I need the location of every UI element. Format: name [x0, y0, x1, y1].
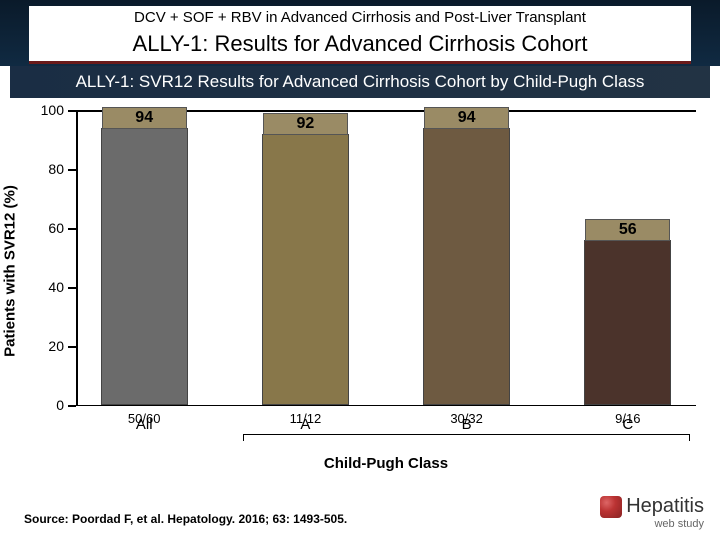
y-axis-label: Patients with SVR12 (%) — [2, 185, 19, 357]
bar-value-label: 56 — [585, 219, 670, 241]
bar-value-label: 94 — [424, 107, 509, 129]
x-labels: All A B C — [76, 408, 696, 448]
logo-icon — [600, 496, 622, 518]
x-label-a: A — [300, 416, 310, 433]
logo-subtext: web study — [600, 518, 704, 530]
x-label-c: C — [622, 416, 633, 433]
bar-value-label: 92 — [263, 113, 348, 135]
x-label-b: B — [462, 416, 472, 433]
x-axis-title: Child-Pugh Class — [76, 455, 696, 472]
y-tick-label: 80 — [36, 161, 64, 177]
y-tick — [68, 228, 76, 230]
bar-b: 9430/32 — [423, 128, 510, 405]
supertitle: DCV + SOF + RBV in Advanced Cirrhosis an… — [29, 6, 691, 29]
y-tick — [68, 169, 76, 171]
bar-a: 9211/12 — [262, 134, 349, 405]
logo-block: Hepatitis web study — [600, 495, 704, 530]
y-tick-label: 40 — [36, 279, 64, 295]
y-tick — [68, 287, 76, 289]
chart-area: Patients with SVR12 (%) 020406080100 945… — [24, 106, 696, 436]
y-tick-label: 0 — [36, 397, 64, 413]
bar-value-label: 94 — [102, 107, 187, 129]
header-band: DCV + SOF + RBV in Advanced Cirrhosis an… — [0, 0, 720, 66]
bar-all: 9450/60 — [101, 128, 188, 405]
logo-text: Hepatitis — [626, 495, 704, 518]
source-citation: Source: Poordad F, et al. Hepatology. 20… — [24, 512, 347, 526]
y-tick-label: 100 — [36, 102, 64, 118]
y-tick-label: 60 — [36, 220, 64, 236]
y-tick — [68, 405, 76, 407]
y-tick — [68, 346, 76, 348]
y-tick — [68, 110, 76, 112]
y-tick-label: 20 — [36, 338, 64, 354]
bars-container: 9450/60 9211/12 9430/32 569/16 — [76, 110, 696, 405]
x-label-all: All — [136, 416, 153, 433]
plot-region: 020406080100 9450/609211/129430/32569/16 — [76, 110, 696, 406]
main-title: ALLY-1: Results for Advanced Cirrhosis C… — [29, 29, 691, 64]
bar-c: 569/16 — [584, 240, 671, 405]
chart-subtitle: ALLY-1: SVR12 Results for Advanced Cirrh… — [10, 66, 710, 98]
